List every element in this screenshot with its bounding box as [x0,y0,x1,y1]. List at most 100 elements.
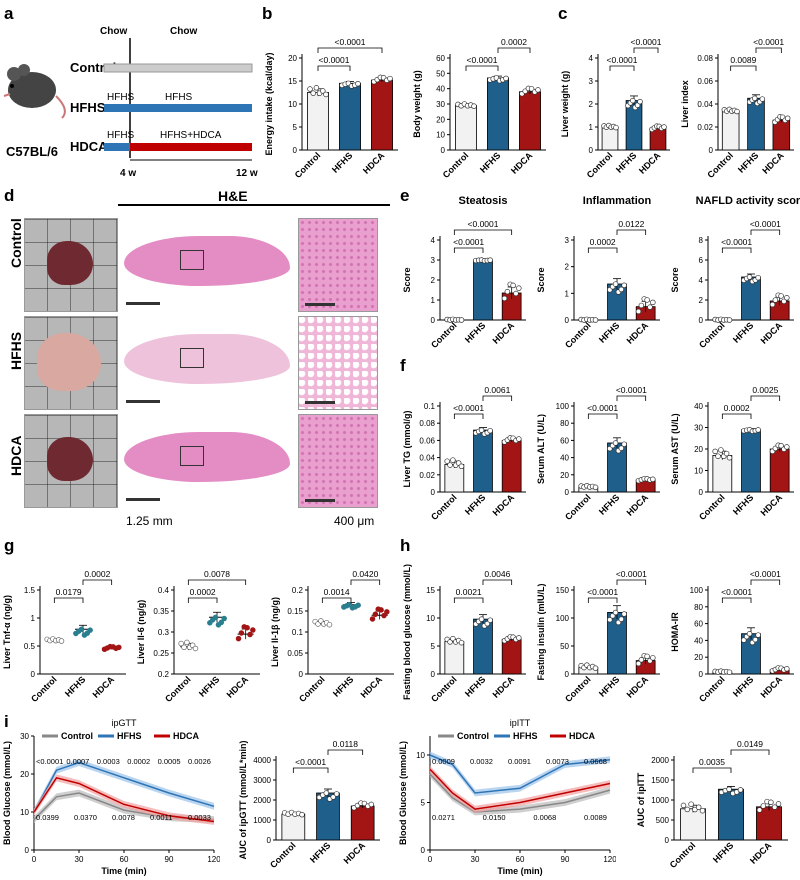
x-tick-label-hdca: HDCA [91,674,117,700]
panel-label-g: g [4,536,15,555]
data-point [378,607,384,613]
data-point [478,616,485,622]
x-tick-label-hfhs: HFHS [731,320,755,344]
p-value: 0.0025 [752,385,778,395]
x-tick-label-hdca: HDCA [625,492,651,518]
liver-specimen [47,437,93,481]
y-tick-label: 10 [436,131,445,140]
y-tick-label: 0 [421,846,426,855]
x-tick-label: 90 [165,855,174,864]
y-axis-label: AUC of ipITT [636,772,646,827]
data-point [369,616,376,622]
panel-label-i: i [4,712,9,731]
scale-bar [305,401,335,404]
bar-hdca [371,79,393,151]
y-tick-label: 0 [699,670,704,679]
p-value-annotation: 0.0150 [483,813,506,822]
y-tick-label: 100 [556,402,570,411]
data-point [618,616,625,622]
y-tick-label: 4 [431,236,436,245]
y-tick-label: 8 [699,236,704,245]
data-point [650,476,656,483]
bar-hfhs [473,429,493,493]
p-value: 0.0061 [484,385,510,395]
data-point [372,611,379,617]
he-section-high-mag [298,218,378,312]
p-value-annotation: 0.0073 [546,757,569,766]
y-tick-label: 80 [560,419,569,428]
y-tick-label: 40 [694,636,703,645]
sig-bracket [587,247,618,253]
y-tick-label: 0.04 [419,454,435,463]
p-value-annotation: 0.0026 [188,757,211,766]
p-value-annotation: 0.0271 [432,813,455,822]
data-point [504,288,511,295]
y-tick-label: 1 [589,123,594,132]
p-value: 0.0014 [324,587,350,597]
data-point [333,791,340,797]
p-value: <0.0001 [721,587,752,597]
sig-bracket [187,579,247,585]
y-tick-label: 10 [426,614,435,623]
y-tick-label: 2 [565,263,570,272]
y-tick-label: 0 [441,146,446,155]
study-design-svg: C57BL/6 Chow Chow Control HFHS HFHS HFHS… [3,26,258,179]
y-tick-label: 0.35 [153,607,169,616]
y-axis-label: Liver Il-6 (ng/g) [136,600,146,665]
data-point [184,639,190,646]
x-tick-label-hdca: HDCA [625,320,651,346]
y-tick-label: 5 [431,642,436,651]
sig-bracket [755,47,782,53]
he-header: H&E [118,188,390,208]
y-tick-label: 20 [694,653,703,662]
y-tick-label: 5 [293,123,298,132]
x-tick-label-hfhs: HFHS [731,492,755,516]
data-point [326,621,333,628]
y-tick-label: 1 [431,296,436,305]
bar-control [721,110,740,151]
y-axis-label: Energy intake (kcal/day) [264,52,274,155]
p-value: <0.0001 [616,385,647,395]
bar-control [712,455,733,493]
data-point [650,655,656,661]
y-tick-label: 20 [288,54,297,63]
p-value: <0.0001 [616,569,647,579]
p-value: <0.0001 [295,757,326,767]
y-tick-label: 60 [694,620,703,629]
data-point [368,801,375,808]
p-value: <0.0001 [607,55,638,65]
x-tick-label-hfhs: HFHS [597,492,621,516]
y-tick-label: 0.02 [697,123,713,132]
y-axis-label: Liver Il-1β (ng/g) [270,597,280,667]
chart-auc-ipitt: 0 500 1000 1500 2000 AUC of ipITT Control HFHS H… [636,739,788,870]
x-tick-label-hdca: HDCA [225,674,251,700]
liver-specimen [47,241,93,285]
x-tick-label-hdca: HDCA [759,492,785,518]
data-point [478,427,485,433]
y-tick-label: 4 [589,54,594,63]
hfhs-bar [104,104,252,112]
data-point [684,806,691,813]
sig-bracket [609,65,635,71]
data-point [592,665,599,671]
data-point [621,282,627,289]
data-point [769,301,776,308]
y-tick-label: 0.2 [292,586,304,595]
y-tick-label: 40 [560,454,569,463]
y-tick-label: 0 [699,488,704,497]
p-value: 0.0002 [190,587,216,597]
data-point [355,80,361,87]
y-tick-label: 500 [656,816,670,825]
data-point [323,91,329,98]
gross-liver-photo [24,414,118,508]
data-point [726,317,733,323]
x-tick-label-hfhs: HFHS [463,492,487,516]
series-line-hfhs [429,754,611,794]
sig-bracket [292,767,329,773]
